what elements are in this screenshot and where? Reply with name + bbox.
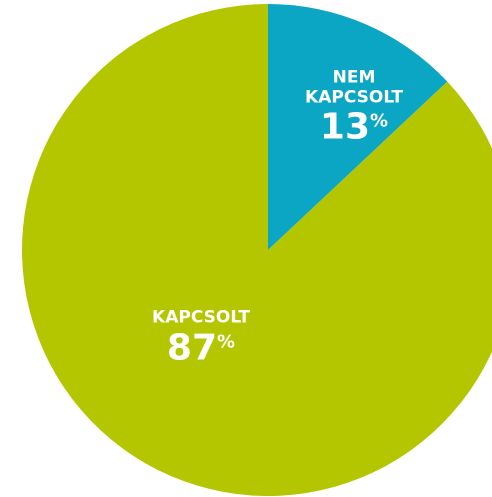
unit-label: % [217,330,236,352]
value-label: 13 [319,106,371,148]
pie-slice [22,4,492,496]
value-label: 87 [166,326,218,368]
pie-slice [268,4,448,250]
unit-label: % [370,110,389,132]
slice-label: NEM KAPCSOLT 13% [304,67,404,148]
category-label: KAPCSOLT [152,307,250,328]
slice-label: KAPCSOLT 87% [131,308,271,367]
category-label: NEM KAPCSOLT [305,67,403,108]
